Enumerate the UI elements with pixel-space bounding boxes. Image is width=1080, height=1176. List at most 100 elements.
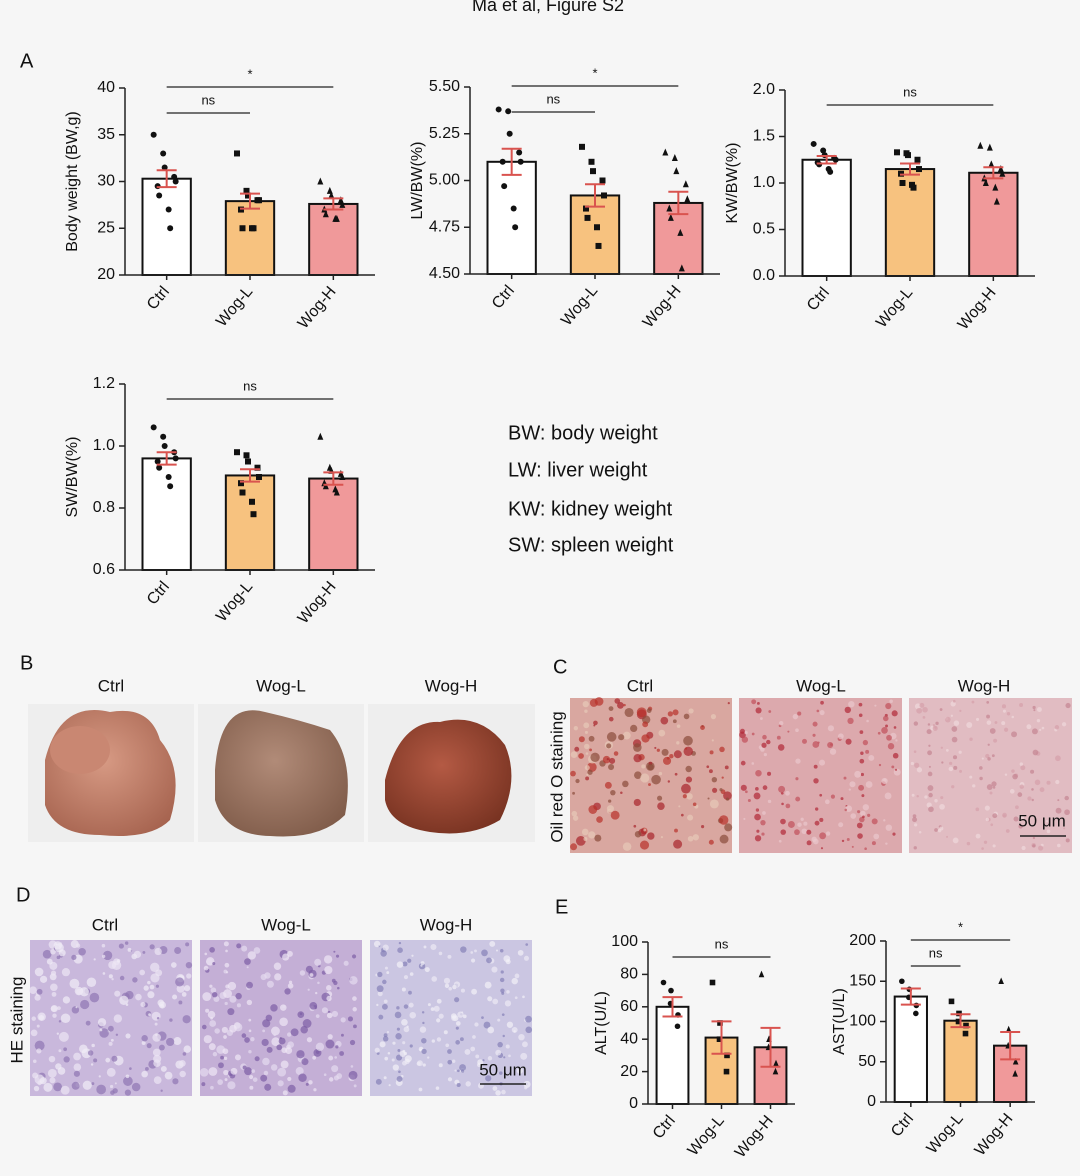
texture bbox=[505, 959, 511, 965]
texture bbox=[290, 1028, 299, 1037]
texture bbox=[1013, 816, 1019, 822]
texture bbox=[409, 972, 414, 976]
texture bbox=[225, 984, 230, 989]
texture bbox=[409, 1011, 416, 1019]
texture bbox=[862, 804, 870, 811]
texture bbox=[333, 950, 336, 953]
y-tick-label: 35 bbox=[97, 126, 115, 143]
texture bbox=[753, 792, 761, 800]
y-axis-label: LW/BW(%) bbox=[409, 142, 426, 220]
texture bbox=[767, 799, 772, 804]
texture bbox=[994, 721, 998, 724]
texture bbox=[62, 996, 71, 1004]
texture bbox=[56, 1032, 59, 1035]
texture bbox=[58, 1020, 62, 1023]
texture bbox=[223, 941, 229, 947]
texture bbox=[678, 805, 681, 808]
texture bbox=[849, 781, 856, 788]
texture bbox=[408, 1002, 414, 1008]
texture bbox=[252, 1077, 258, 1082]
texture bbox=[336, 1073, 343, 1079]
texture bbox=[669, 754, 674, 759]
data-point bbox=[1005, 1025, 1012, 1033]
texture bbox=[1057, 799, 1060, 802]
texture bbox=[246, 966, 249, 969]
texture bbox=[462, 1014, 467, 1019]
texture bbox=[115, 1033, 119, 1036]
texture bbox=[352, 1007, 357, 1012]
data-point bbox=[322, 210, 329, 218]
significance-label: ns bbox=[243, 378, 257, 393]
data-point bbox=[239, 489, 246, 496]
texture bbox=[951, 726, 958, 732]
texture bbox=[420, 964, 423, 967]
texture bbox=[760, 820, 766, 826]
texture bbox=[53, 1082, 63, 1092]
texture bbox=[861, 794, 865, 798]
texture bbox=[859, 816, 865, 823]
texture bbox=[850, 813, 857, 819]
y-axis-label: KW/BW(%) bbox=[724, 143, 741, 224]
side-label: Oil red O staining bbox=[547, 711, 566, 842]
texture bbox=[150, 962, 160, 972]
texture bbox=[710, 714, 717, 720]
texture bbox=[500, 970, 504, 974]
texture bbox=[928, 806, 934, 813]
error-bar bbox=[900, 987, 921, 1006]
texture bbox=[721, 776, 724, 779]
texture bbox=[1030, 769, 1035, 774]
texture bbox=[181, 992, 187, 997]
texture bbox=[349, 1039, 356, 1046]
texture bbox=[971, 700, 975, 704]
texture bbox=[229, 1024, 237, 1033]
data-point bbox=[709, 979, 716, 986]
texture bbox=[953, 765, 958, 770]
texture bbox=[610, 810, 620, 820]
data-point bbox=[495, 106, 502, 113]
texture bbox=[719, 746, 725, 753]
texture bbox=[811, 836, 817, 842]
texture bbox=[353, 1024, 357, 1029]
texture bbox=[296, 1050, 305, 1059]
texture bbox=[622, 780, 629, 788]
texture bbox=[331, 1010, 339, 1018]
texture bbox=[295, 1067, 304, 1076]
texture bbox=[781, 802, 784, 806]
texture bbox=[471, 988, 477, 995]
texture bbox=[154, 947, 162, 956]
texture bbox=[1011, 715, 1015, 719]
texture bbox=[780, 818, 786, 825]
texture bbox=[763, 753, 767, 757]
y-tick-label: 100 bbox=[611, 933, 638, 950]
y-tick-label: 4.50 bbox=[429, 265, 460, 282]
texture bbox=[282, 953, 290, 961]
texture bbox=[86, 977, 97, 988]
texture bbox=[606, 805, 614, 813]
data-point bbox=[667, 213, 674, 221]
texture bbox=[858, 784, 865, 791]
texture bbox=[966, 841, 971, 846]
texture bbox=[148, 1013, 152, 1017]
texture bbox=[986, 701, 990, 704]
texture bbox=[941, 761, 944, 764]
texture bbox=[587, 769, 593, 775]
texture bbox=[403, 975, 409, 980]
texture bbox=[708, 769, 713, 774]
texture bbox=[1064, 795, 1069, 801]
texture bbox=[504, 1000, 512, 1007]
texture bbox=[315, 991, 318, 995]
texture bbox=[85, 1020, 91, 1026]
data-point bbox=[510, 205, 517, 212]
texture bbox=[945, 749, 949, 752]
texture bbox=[1065, 838, 1070, 843]
y-axis-label: Body weight (BW,g) bbox=[64, 111, 81, 252]
texture bbox=[857, 833, 863, 839]
data-point bbox=[584, 214, 591, 221]
texture bbox=[1018, 814, 1025, 821]
texture bbox=[617, 701, 624, 709]
texture bbox=[203, 965, 209, 971]
texture bbox=[495, 949, 499, 952]
texture bbox=[646, 708, 652, 713]
data-point bbox=[317, 432, 324, 440]
texture bbox=[285, 1047, 293, 1055]
